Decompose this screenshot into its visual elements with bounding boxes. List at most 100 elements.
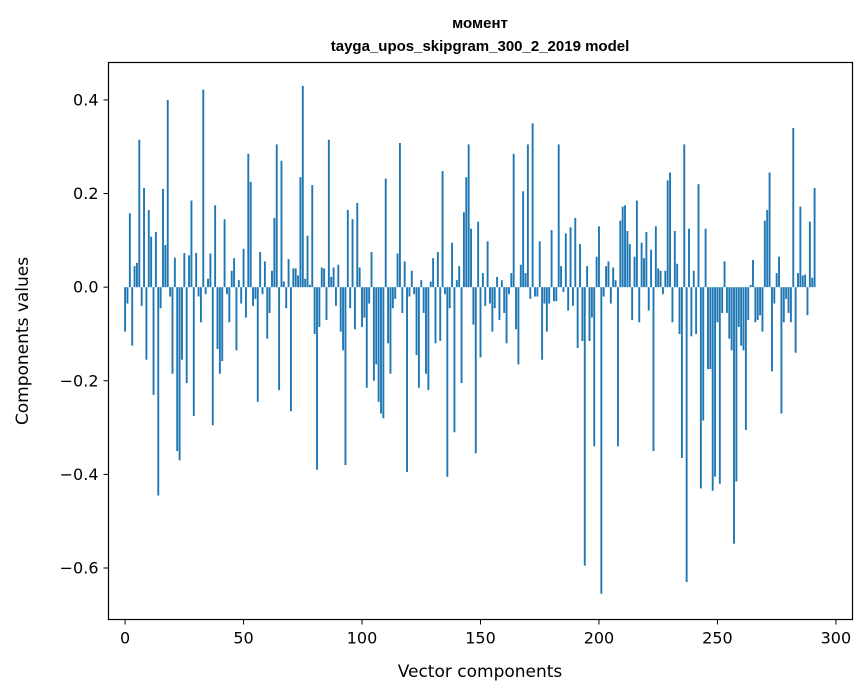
bar	[626, 231, 629, 288]
bar	[787, 287, 790, 313]
bar	[150, 236, 153, 288]
bar	[417, 287, 420, 388]
bar	[126, 287, 129, 304]
bar	[704, 228, 707, 288]
bar	[744, 287, 747, 430]
bar	[211, 287, 214, 426]
bar	[683, 144, 686, 288]
bar	[709, 287, 712, 370]
bar	[453, 287, 456, 433]
bar	[590, 287, 593, 318]
bar	[451, 242, 454, 288]
bar	[278, 287, 281, 391]
bar	[415, 287, 418, 356]
bar	[640, 242, 643, 288]
bar	[605, 266, 608, 288]
bar	[228, 287, 231, 323]
bar	[221, 287, 224, 362]
bar	[510, 273, 513, 288]
bar	[318, 287, 321, 327]
bar	[553, 287, 555, 302]
bar	[275, 144, 278, 288]
bar	[562, 287, 565, 292]
bar	[327, 139, 330, 288]
bar	[171, 287, 174, 374]
bar	[185, 287, 188, 384]
bar	[659, 270, 662, 288]
bar	[377, 287, 380, 402]
bar	[209, 253, 212, 288]
bar	[780, 287, 783, 414]
x-tick-label: 200	[584, 629, 615, 648]
bar	[697, 184, 700, 288]
bar	[370, 252, 373, 288]
bar	[522, 191, 525, 288]
bar	[330, 276, 333, 288]
bar	[612, 267, 615, 288]
bar	[673, 231, 676, 288]
bar	[808, 221, 811, 288]
bars-group	[124, 85, 816, 594]
bar	[794, 287, 797, 353]
bar	[410, 270, 413, 288]
bar	[365, 287, 368, 388]
bar	[195, 253, 198, 288]
bar	[207, 278, 209, 288]
bar	[339, 287, 342, 332]
bar	[479, 287, 482, 358]
bar	[306, 235, 309, 288]
bar	[654, 226, 657, 288]
y-tick-label: 0.4	[73, 90, 98, 109]
bar	[458, 266, 461, 288]
bar	[166, 99, 169, 288]
bar	[188, 255, 191, 288]
bar	[280, 160, 283, 288]
bar	[183, 253, 186, 288]
bar	[752, 260, 754, 288]
bar	[652, 287, 655, 451]
bar	[489, 287, 491, 304]
bar	[718, 287, 721, 484]
bar	[154, 231, 157, 288]
bar	[714, 287, 717, 477]
bar	[140, 287, 143, 306]
bar	[268, 287, 271, 313]
bar	[524, 273, 527, 288]
bar	[346, 209, 349, 288]
bar	[614, 280, 617, 288]
bar	[538, 241, 541, 288]
bar	[152, 287, 155, 395]
bar	[178, 287, 181, 461]
bar	[441, 171, 444, 288]
bar	[235, 287, 238, 351]
bar	[503, 287, 506, 313]
bar	[595, 256, 598, 288]
bar	[564, 233, 567, 288]
bar	[323, 268, 326, 288]
bar	[204, 287, 207, 295]
bar	[363, 287, 366, 318]
bar	[633, 256, 636, 288]
bar	[372, 287, 375, 381]
bar	[799, 206, 802, 288]
bar	[316, 287, 318, 470]
bar	[434, 287, 437, 344]
bar	[240, 287, 243, 304]
bar	[742, 287, 745, 351]
bar	[804, 274, 807, 288]
bar	[368, 287, 371, 304]
bar	[624, 205, 626, 288]
bar	[616, 287, 619, 447]
bar	[740, 287, 743, 346]
bar	[133, 266, 136, 288]
bar	[325, 287, 328, 320]
bar	[481, 273, 484, 288]
bar	[493, 287, 496, 309]
bar	[273, 217, 276, 288]
bar	[531, 123, 534, 288]
bar	[737, 287, 740, 327]
bar	[662, 287, 664, 295]
bar	[138, 139, 141, 288]
bar	[375, 287, 378, 365]
